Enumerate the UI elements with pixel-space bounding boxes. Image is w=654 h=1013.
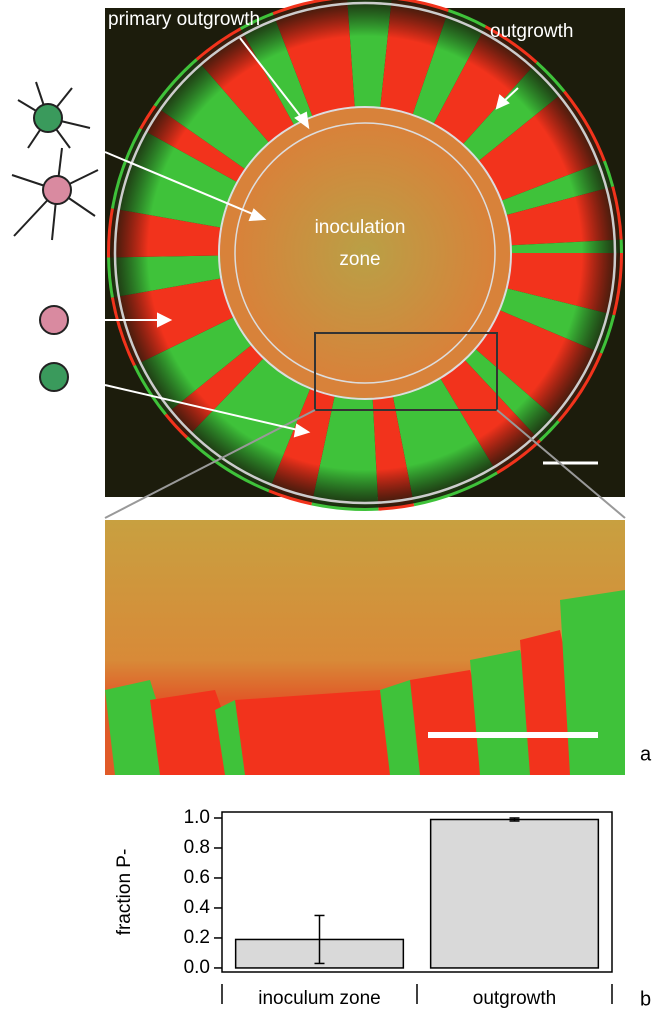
y-tick-label: 0.4 <box>184 897 211 918</box>
x-tick-label: outgrowth <box>473 988 556 1009</box>
label-primary-outgrowth: primary outgrowth <box>108 9 260 30</box>
label-zone: zone <box>339 249 380 270</box>
label-outgrowth: outgrowth <box>490 21 573 42</box>
bar <box>431 819 599 967</box>
y-tick-label: 1.0 <box>184 807 210 828</box>
cell-icons <box>12 82 98 391</box>
bar-chart: 0.0 0.2 0.4 0.6 0.8 1.0 inoculum zone outgrowth <box>184 807 612 1009</box>
y-tick-label: 0.6 <box>184 867 210 888</box>
y-tick-label: 0.2 <box>184 927 210 948</box>
y-tick-label: 0.8 <box>184 837 210 858</box>
y-axis-label: fraction P- <box>114 849 135 936</box>
y-tick-label: 0.0 <box>184 957 210 978</box>
panel-label: a <box>640 743 652 765</box>
panel-label: b <box>640 988 651 1010</box>
label-inoculation: inoculation <box>315 217 406 238</box>
x-tick-label: inoculum zone <box>258 988 381 1009</box>
figure: primary outgrowth outgrowth inoculation … <box>0 0 654 1013</box>
